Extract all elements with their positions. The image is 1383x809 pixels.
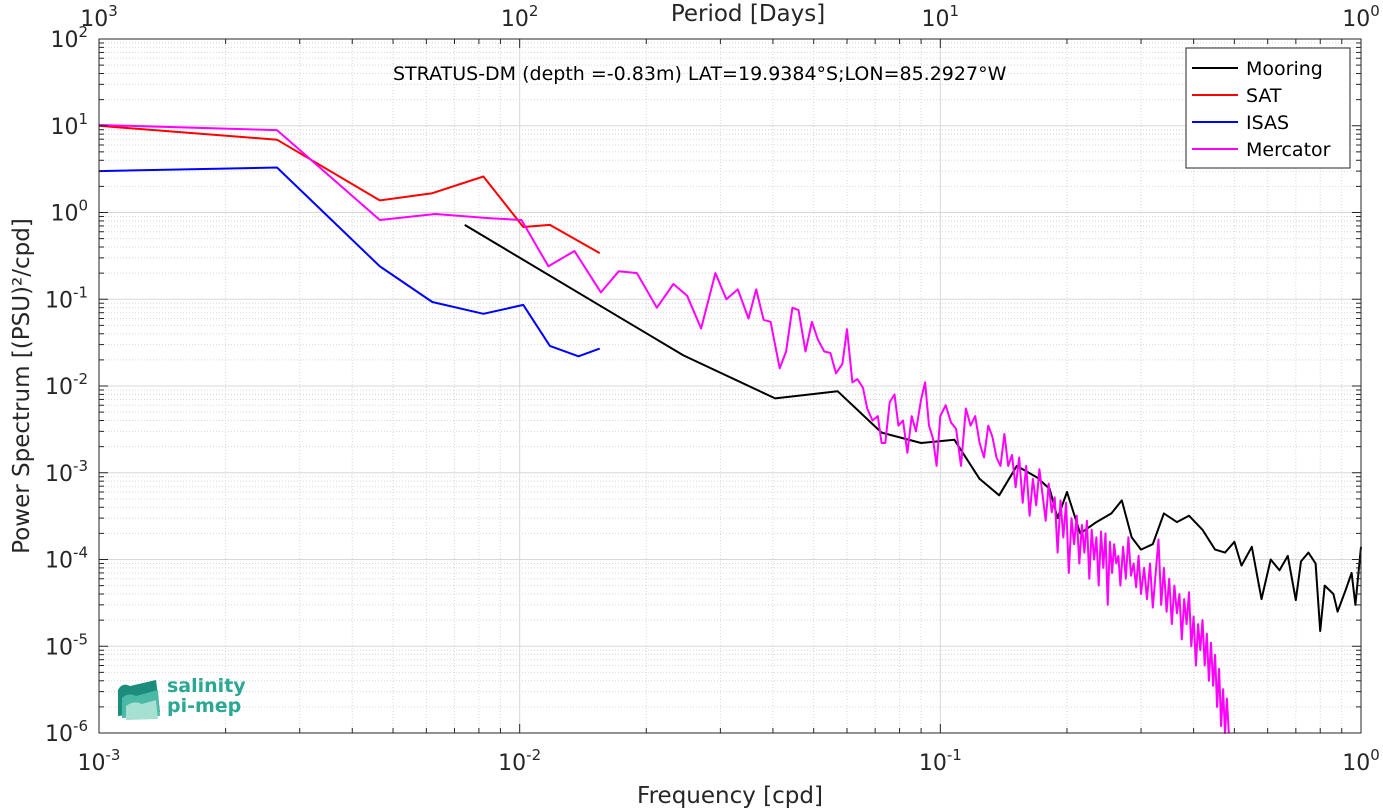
y-axis-label: Power Spectrum [(PSU)²/cpd] — [9, 218, 35, 554]
wave-logo-icon — [118, 680, 160, 720]
x-tick-label: 10-3 — [78, 746, 121, 776]
logo-text-salinity: salinity — [167, 675, 246, 697]
legend-label-mercator: Mercator — [1246, 139, 1331, 161]
series-lines — [98, 124, 1362, 734]
legend-label-isas: ISAS — [1246, 112, 1289, 134]
y-tick-label: 100 — [50, 197, 88, 227]
pimep-logo: salinity pi-mep — [118, 675, 246, 720]
top-tick-label: 101 — [922, 2, 960, 32]
legend-label-mooring: Mooring — [1246, 58, 1323, 80]
tick-marks — [98, 38, 1362, 734]
chart-title: STRATUS-DM (depth =-0.83m) LAT=19.9384°S… — [393, 63, 1007, 85]
series-line-isas — [98, 166, 601, 358]
y-tick-label: 10-4 — [45, 544, 88, 574]
legend: Mooring SAT ISAS Mercator — [1185, 47, 1351, 169]
legend-label-sat: SAT — [1246, 85, 1282, 107]
top-tick-label: 100 — [1342, 2, 1380, 32]
top-tick-label: 102 — [501, 2, 539, 32]
top-tick-label: 103 — [80, 2, 118, 32]
y-tick-label: 10-1 — [45, 283, 88, 313]
x-tick-label: 100 — [1342, 746, 1380, 776]
series-line-mercator — [98, 124, 1230, 734]
grid-lines — [98, 39, 1361, 734]
y-tick-label: 10-6 — [45, 717, 88, 747]
top-axis-label: Period [Days] — [671, 1, 825, 27]
series-line-sat — [98, 124, 601, 254]
x-tick-label: 10-1 — [919, 746, 962, 776]
y-tick-label: 10-5 — [45, 630, 88, 660]
y-tick-label: 10-3 — [45, 457, 88, 487]
y-tick-label: 101 — [50, 110, 88, 140]
x-tick-label: 10-2 — [498, 746, 541, 776]
logo-text-pimep: pi-mep — [167, 695, 241, 717]
x-axis-label: Frequency [cpd] — [637, 783, 823, 809]
series-line-mooring — [464, 224, 1362, 632]
y-tick-label: 10-2 — [45, 370, 88, 400]
y-tick-label: 102 — [50, 23, 88, 53]
